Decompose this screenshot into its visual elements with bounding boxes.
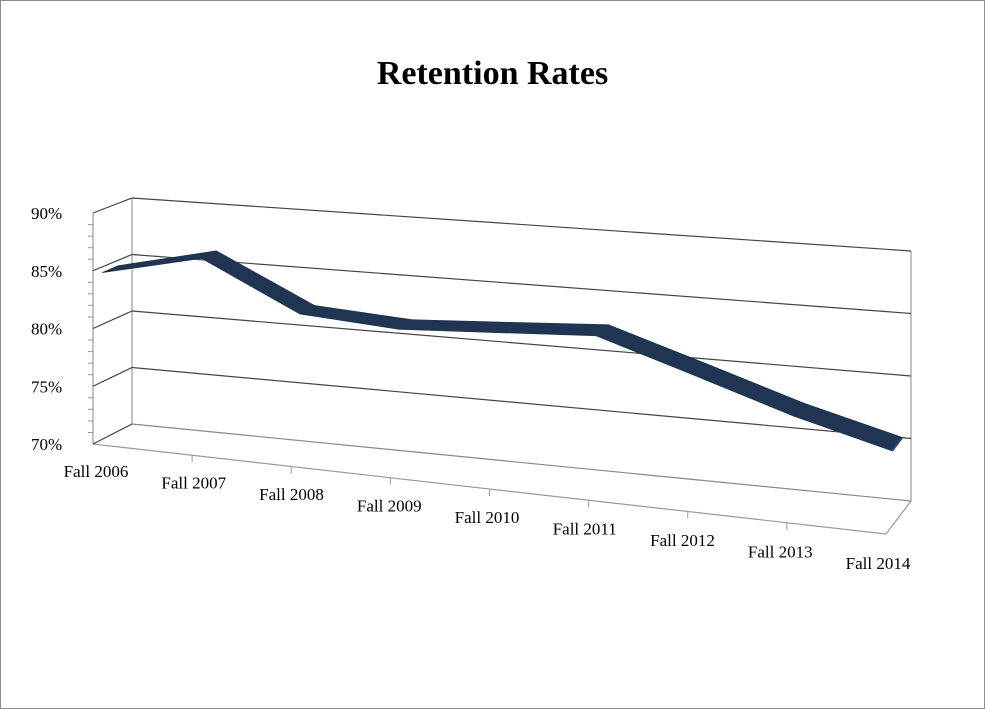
- ribbon-segment: [102, 250, 217, 273]
- ribbon-segment: [299, 305, 413, 330]
- ribbon-segment: [694, 363, 805, 417]
- y-tick-label: 85%: [31, 262, 62, 281]
- x-tick-label: Fall 2013: [748, 543, 813, 562]
- gridline-back: [131, 423, 912, 502]
- x-tick-label: Fall 2006: [64, 462, 129, 481]
- chart-title: Retention Rates: [376, 55, 609, 92]
- ribbon-end: [891, 436, 904, 452]
- ribbon-segment: [595, 324, 707, 376]
- x-tick-label: Fall 2011: [553, 520, 617, 539]
- floor-right-edge: [885, 500, 912, 535]
- gridline-back: [131, 366, 912, 440]
- gridline-side: [92, 423, 133, 445]
- gridline-side: [92, 310, 133, 330]
- gridline-side: [92, 253, 133, 272]
- x-tick-label: Fall 2008: [259, 485, 324, 504]
- x-tick-label: Fall 2014: [846, 554, 911, 573]
- y-tick-label: 70%: [31, 435, 62, 454]
- x-tick-label: Fall 2010: [455, 508, 520, 527]
- gridline-side: [92, 366, 133, 387]
- ribbon-segment: [398, 319, 511, 333]
- ribbon-segment: [497, 321, 609, 337]
- ribbon-segment: [200, 250, 315, 315]
- x-tick-label: Fall 2007: [161, 474, 226, 493]
- y-tick-label: 75%: [31, 377, 62, 396]
- y-tick-label: 90%: [31, 204, 62, 223]
- gridline-side: [92, 197, 133, 214]
- x-tick-label: Fall 2009: [357, 497, 422, 516]
- ribbon-segment: [793, 402, 903, 452]
- gridline-back: [131, 197, 912, 252]
- y-tick-label: 80%: [31, 320, 62, 339]
- gridline-back: [131, 253, 912, 315]
- gridline-back: [131, 310, 912, 377]
- x-tick-label: Fall 2012: [650, 531, 715, 550]
